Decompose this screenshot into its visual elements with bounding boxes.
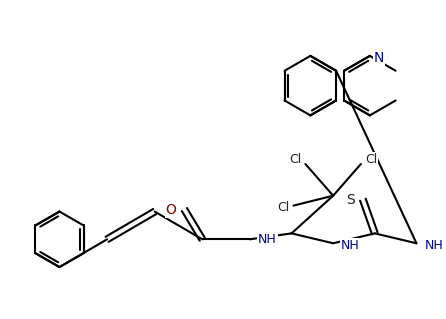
Text: Cl: Cl — [277, 201, 289, 214]
Text: N: N — [374, 51, 384, 65]
Text: NH: NH — [425, 239, 443, 252]
Text: NH: NH — [258, 233, 277, 246]
Text: O: O — [165, 203, 177, 217]
Text: NH: NH — [341, 239, 360, 252]
Text: Cl: Cl — [365, 153, 377, 167]
Text: Cl: Cl — [289, 153, 301, 167]
Text: S: S — [346, 193, 355, 207]
